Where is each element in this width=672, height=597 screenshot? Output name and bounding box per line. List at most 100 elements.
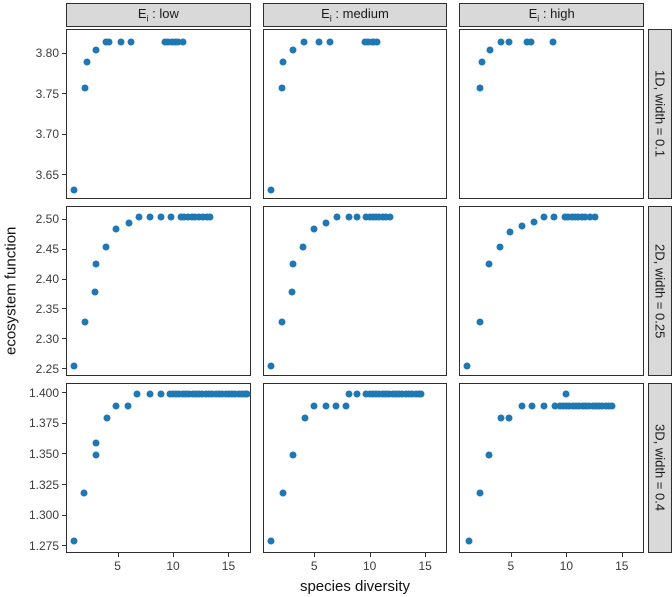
data-point [342, 402, 350, 410]
facet-panel [66, 29, 251, 199]
data-point [497, 414, 505, 422]
x-axis-ticks-col-medium: 5 10 15 [263, 553, 448, 575]
data-point [289, 46, 297, 54]
data-point [301, 414, 309, 422]
data-point [551, 402, 559, 410]
y-axis-ticks-row-1d: 3.65 3.70 3.75 3.80 [22, 29, 66, 199]
data-point [322, 219, 330, 227]
y-tick-mark [62, 392, 66, 394]
x-axis-ticks-col-low: 5 10 15 [66, 553, 251, 575]
x-tick-mark [314, 553, 316, 557]
data-point [322, 402, 330, 410]
data-point [506, 228, 514, 236]
data-point [92, 451, 100, 459]
data-point [486, 46, 494, 54]
data-point [279, 58, 287, 66]
y-tick-mark [62, 248, 66, 250]
data-point [133, 390, 141, 398]
data-point [188, 213, 195, 221]
data-point [326, 38, 334, 46]
data-point [243, 390, 251, 398]
data-point [463, 362, 471, 370]
facet-row-strip-2d: 2D, width = 0.25 [648, 206, 672, 376]
data-point [92, 439, 100, 447]
x-axis-title: species diversity [299, 578, 411, 595]
data-point [300, 38, 308, 46]
data-point [92, 46, 100, 54]
data-point [70, 362, 78, 370]
strip-label: Ei : medium [321, 6, 389, 24]
y-tick-label: 1.325 [28, 477, 59, 492]
data-point [333, 213, 341, 221]
data-point [299, 243, 307, 251]
facet-panel [459, 206, 644, 376]
y-axis-ticks-row-3d: 1.275 1.300 1.325 1.350 1.375 1.400 [22, 383, 66, 553]
y-tick-label: 3.65 [35, 167, 59, 182]
data-point [105, 38, 113, 46]
data-point [191, 213, 199, 221]
x-tick-mark [510, 553, 512, 557]
y-tick-mark [62, 278, 66, 280]
data-point [179, 38, 187, 46]
data-point [70, 186, 78, 194]
data-point [83, 58, 91, 66]
y-tick-mark [62, 308, 66, 310]
facet-panel [262, 206, 448, 376]
y-axis-ticks-row-2d: 2.25 2.30 2.35 2.40 2.45 2.50 [22, 206, 66, 376]
y-tick-mark [62, 368, 66, 370]
data-point [70, 537, 78, 545]
facet-panel [262, 29, 448, 199]
y-tick-label: 2.30 [35, 331, 59, 346]
x-tick-mark [228, 553, 230, 557]
data-point [103, 414, 111, 422]
y-tick-label: 3.80 [35, 46, 59, 61]
data-point [81, 84, 89, 92]
data-point [417, 390, 425, 398]
facet-panel [66, 383, 251, 553]
data-point [476, 84, 484, 92]
y-tick-label: 2.40 [35, 272, 59, 287]
data-point [540, 213, 548, 221]
data-point [199, 213, 207, 221]
data-point [157, 213, 165, 221]
facet-col-strip-high: Ei : high [459, 3, 644, 27]
data-point [353, 390, 361, 398]
x-tick-mark [173, 553, 175, 557]
data-point [278, 318, 286, 326]
data-point [80, 489, 88, 497]
x-tick-label: 5 [310, 559, 318, 573]
data-point [591, 213, 599, 221]
facet-col-strip-low: Ei : low [66, 3, 251, 27]
y-tick-label: 2.35 [35, 301, 59, 316]
data-point [478, 58, 486, 66]
data-point [465, 537, 473, 545]
facet-panel [66, 206, 251, 376]
facet-row-strip-3d: 3D, width = 0.4 [648, 383, 672, 553]
data-point [112, 402, 120, 410]
data-point [345, 213, 353, 221]
y-tick-mark [62, 133, 66, 135]
data-point [496, 243, 504, 251]
data-point [289, 260, 297, 268]
strip-label: 3D, width = 0.4 [652, 424, 668, 512]
data-point [530, 218, 538, 226]
data-point [485, 260, 493, 268]
data-point [146, 390, 154, 398]
data-point [386, 213, 394, 221]
y-tick-label: 1.350 [28, 446, 59, 461]
data-point [146, 213, 154, 221]
x-tick-label: 10 [166, 559, 180, 573]
data-point [476, 489, 484, 497]
y-tick-label: 1.300 [28, 508, 59, 523]
data-point [332, 402, 340, 410]
data-point [373, 38, 381, 46]
x-tick-label: 15 [418, 559, 432, 573]
y-tick-label: 3.70 [35, 127, 59, 142]
data-point [125, 219, 133, 227]
data-point [485, 451, 493, 459]
data-point [310, 225, 318, 233]
data-point [518, 402, 526, 410]
data-point [167, 213, 175, 221]
data-point [267, 186, 275, 194]
y-tick-mark [62, 422, 66, 424]
